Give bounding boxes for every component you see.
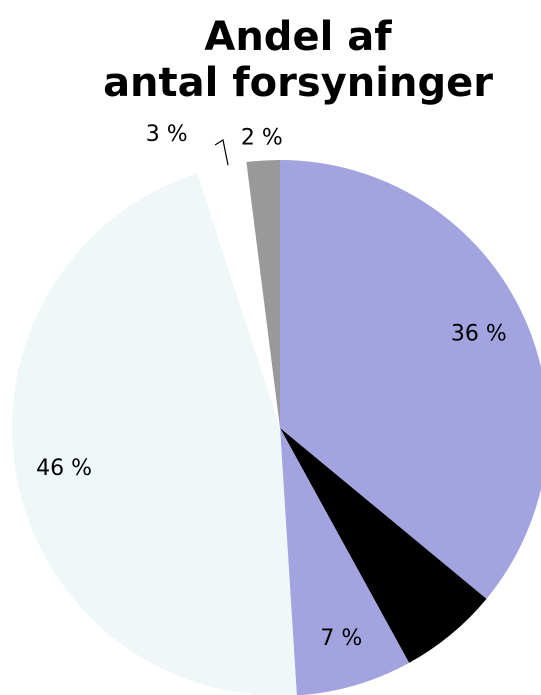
pie-slice <box>280 428 487 663</box>
data-label: 46 % <box>36 456 92 481</box>
pie-slice <box>280 428 410 695</box>
pie-slice <box>280 160 541 599</box>
pie-slice <box>246 160 280 428</box>
pie-slice <box>197 162 280 428</box>
data-label: 36 % <box>451 321 507 346</box>
leader-line <box>214 139 230 171</box>
data-label: 2 % <box>241 126 283 151</box>
data-label: 3 % <box>146 122 188 147</box>
pie-slice <box>12 173 297 695</box>
data-label: 7 % <box>320 626 362 651</box>
chart-title: Andel af antal forsyninger <box>103 14 493 106</box>
